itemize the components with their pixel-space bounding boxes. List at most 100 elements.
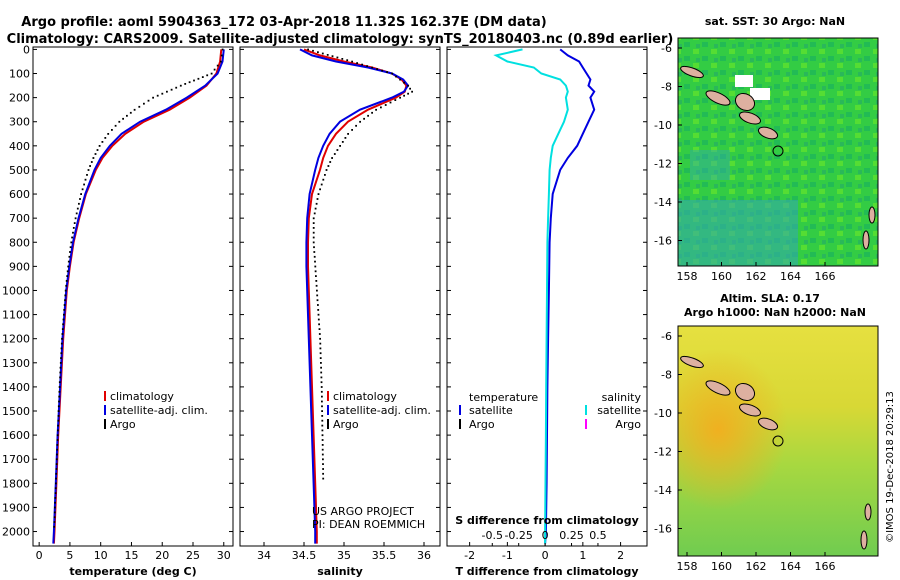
difference-xlabel: T difference from climatology — [455, 565, 638, 578]
temperature-argo-point — [213, 68, 216, 71]
salinity-argo-point — [375, 108, 377, 111]
temperature-argo-point — [156, 94, 159, 97]
salinity-series-climatology — [303, 48, 408, 544]
temperature-argo-point — [71, 236, 73, 239]
sla-map-frame — [677, 325, 879, 557]
salinity-argo-point — [317, 313, 320, 316]
salinity-argo-point — [313, 251, 316, 253]
temperature-xtick-label: 10 — [94, 549, 108, 562]
temperature-argo-point — [59, 362, 62, 364]
temperature-argo-point — [107, 133, 110, 135]
depth-tick-label: 900 — [9, 260, 30, 273]
salinity-argo-point — [361, 63, 363, 66]
salinity-argo-point — [336, 56, 339, 59]
diff-legend-left-swatch — [459, 419, 461, 429]
salinity-argo-point — [319, 342, 322, 345]
salinity-argo-point — [363, 117, 365, 120]
temperature-argo-point — [65, 280, 68, 282]
salinity-argo-point — [326, 54, 329, 56]
temperature-argo-point — [54, 506, 56, 509]
temperature-argo-point — [87, 169, 90, 171]
temperature-argo-point — [111, 129, 113, 131]
temperature-series-satellite-adj-clim- — [52, 49, 225, 544]
salinity-argo-point — [355, 124, 357, 127]
temperature-legend-label: climatology — [110, 390, 174, 403]
salinity-argo-point — [315, 202, 318, 205]
salinity-argo-point — [322, 463, 324, 465]
salinity-argo-point — [317, 309, 320, 311]
difference-series-temperature-satellite — [544, 48, 596, 544]
salinity-argo-point — [312, 222, 315, 224]
salinity-argo-point — [320, 366, 322, 369]
salinity-argo-point — [324, 174, 326, 176]
temperature-argo-point — [55, 477, 57, 480]
temperature-argo-point — [59, 371, 62, 374]
salinity-panel: 34 34.5 35 35.5 36 salinity climatologysatelli… — [239, 46, 441, 578]
salinity-argo-point — [320, 386, 323, 388]
sla-map-title-1: Altim. SLA: 0.17 — [720, 292, 820, 305]
temperature-argo-point — [57, 424, 59, 427]
map-ytick-label: -8 — [661, 81, 672, 94]
temperature-argo-point — [86, 174, 88, 176]
salinity-argo-point — [313, 255, 316, 258]
depth-tick-label: 1500 — [2, 405, 30, 418]
sst-map-title: sat. SST: 30 Argo: NaN — [705, 15, 845, 28]
depth-tick-label: 500 — [9, 164, 30, 177]
temperature-argo-point — [64, 289, 67, 292]
temperature-argo-point — [58, 400, 60, 403]
temperature-argo-point — [58, 390, 61, 393]
salinity-xtick-label: 34.5 — [292, 549, 317, 562]
diff-legend-right-title: salinity — [602, 391, 642, 404]
temperature-argo-point — [216, 64, 219, 67]
temperature-argo-point — [57, 429, 59, 432]
temperature-legend-label: satellite-adj. clim. — [110, 404, 208, 417]
salinity-xtick-label: 35.5 — [372, 549, 397, 562]
depth-tick-label: 100 — [9, 68, 30, 81]
salinity-legend-label: climatology — [333, 390, 397, 403]
temperature-xlabel: temperature (deg C) — [69, 565, 196, 578]
temperature-argo-point — [66, 270, 69, 273]
salinity-argo-point — [315, 284, 318, 287]
map-xtick-label: 160 — [711, 560, 732, 573]
temperature-argo-point — [54, 487, 57, 490]
salinity-argo-point — [319, 337, 321, 340]
salinity-xtick-label: 35 — [337, 549, 351, 562]
temperature-argo-point — [175, 86, 178, 89]
map-ytick-label: -14 — [654, 196, 672, 209]
temperature-argo-point — [89, 165, 91, 167]
temperature-argo-point — [70, 241, 73, 244]
temperature-argo-point — [67, 260, 70, 263]
depth-tick-label: 300 — [9, 116, 30, 129]
salinity-legend-label: Argo — [333, 418, 359, 431]
salinity-argo-point — [341, 141, 344, 143]
map-ytick-label: -10 — [654, 119, 672, 132]
salinity-argo-point — [322, 468, 324, 470]
temperature-argo-point — [53, 521, 56, 523]
temperature-legend-label: Argo — [110, 418, 136, 431]
temperature-xtick-label: 5 — [66, 549, 73, 562]
salinity-argo-point — [321, 52, 324, 55]
temperature-legend-swatch — [104, 391, 106, 401]
map-xtick-label: 164 — [780, 560, 801, 573]
temperature-argo-point — [201, 76, 204, 78]
temperature-argo-point — [55, 468, 58, 470]
salinity-argo-point — [312, 227, 315, 229]
map-xtick-label: 158 — [677, 270, 698, 283]
map-xtick-label: 162 — [746, 560, 767, 573]
salinity-argo-point — [307, 48, 309, 51]
temperature-argo-point — [133, 108, 136, 111]
temperature-argo-point — [220, 54, 223, 57]
depth-tick-label: 1900 — [2, 501, 30, 514]
salinity-argo-point — [381, 69, 383, 72]
temperature-argo-point — [98, 145, 101, 147]
temperature-argo-point — [57, 405, 60, 408]
temperature-argo-point — [53, 516, 56, 519]
map-ytick-label: -8 — [661, 369, 672, 382]
temperature-argo-point — [54, 492, 57, 494]
salinity-argo-point — [321, 424, 324, 427]
diff-s-tick-label: -0.25 — [504, 529, 532, 542]
salinity-argo-point — [380, 106, 382, 109]
salinity-argo-point — [312, 49, 314, 52]
salinity-argo-point — [321, 405, 323, 408]
difference-panel: -2 -1 0 1 2 T difference from climatology temp… — [446, 46, 648, 578]
